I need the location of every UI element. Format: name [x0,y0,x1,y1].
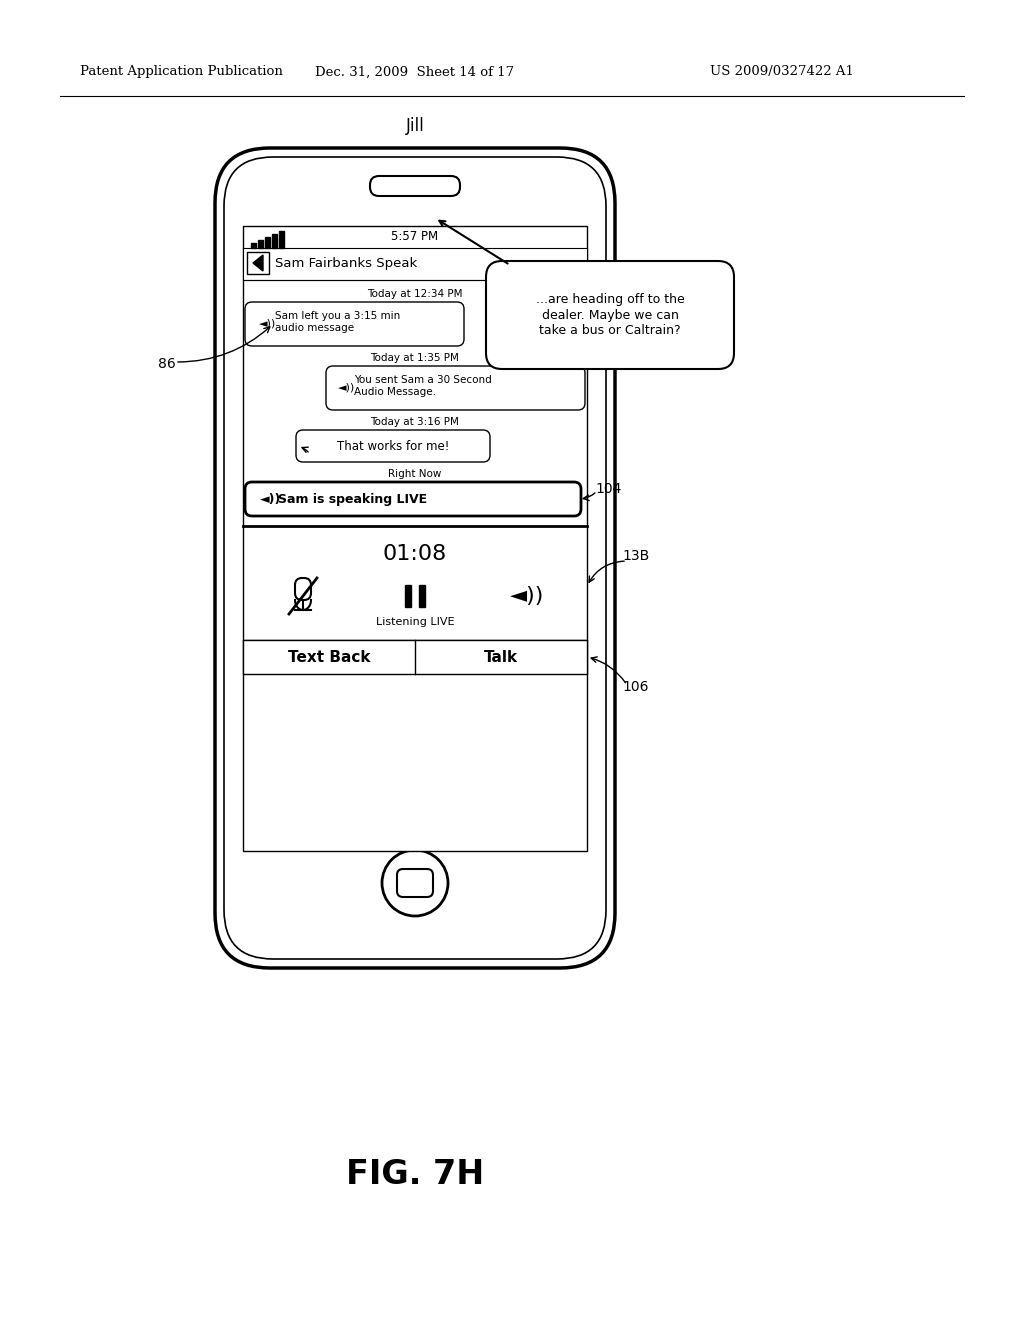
FancyBboxPatch shape [295,578,311,601]
FancyBboxPatch shape [245,302,464,346]
Bar [279,231,284,248]
Bar [419,585,425,607]
Text: FIG. 7H: FIG. 7H [346,1159,484,1192]
FancyBboxPatch shape [370,176,460,195]
Text: 86: 86 [158,356,176,371]
FancyBboxPatch shape [397,869,433,898]
Text: Sam Fairbanks Speak: Sam Fairbanks Speak [275,257,417,271]
Bar [265,238,270,248]
Ellipse shape [382,850,449,916]
Text: 84: 84 [296,449,313,463]
Text: 5:57 PM: 5:57 PM [391,231,438,243]
Text: That works for me!: That works for me! [337,440,450,453]
Text: Talk: Talk [484,649,518,664]
Text: Dec. 31, 2009  Sheet 14 of 17: Dec. 31, 2009 Sheet 14 of 17 [315,66,515,78]
Bar [247,252,269,275]
Text: Today at 1:35 PM: Today at 1:35 PM [371,352,460,363]
Text: Jill: Jill [406,117,424,135]
Bar [272,234,278,248]
Text: 106: 106 [622,680,648,694]
Text: 13B: 13B [622,549,649,564]
Text: Sam is speaking LIVE: Sam is speaking LIVE [278,492,427,506]
Text: Listening LIVE: Listening LIVE [376,616,455,627]
Polygon shape [253,255,263,271]
Text: US 2009/0327422 A1: US 2009/0327422 A1 [710,66,854,78]
Text: 01:08: 01:08 [383,544,447,564]
FancyBboxPatch shape [224,157,606,960]
FancyBboxPatch shape [215,148,615,968]
FancyBboxPatch shape [296,430,490,462]
Bar [258,240,263,248]
Bar [243,226,587,851]
Text: 104: 104 [595,482,622,496]
Text: Today at 12:34 PM: Today at 12:34 PM [368,289,463,300]
FancyBboxPatch shape [486,261,734,370]
Bar [406,585,411,607]
Text: ...are heading off to the
dealer. Maybe we can
take a bus or Caltrain?: ...are heading off to the dealer. Maybe … [536,293,684,337]
FancyBboxPatch shape [245,482,581,516]
Text: ◄)): ◄)) [510,586,544,606]
Text: Right Now: Right Now [388,469,441,479]
Text: ◄)): ◄)) [260,492,282,506]
Bar [243,640,587,675]
Text: Sam left you a 3:15 min
audio message: Sam left you a 3:15 min audio message [275,312,400,333]
Bar [251,243,256,248]
Text: Today at 3:16 PM: Today at 3:16 PM [371,417,460,426]
Bar [243,248,587,280]
Text: ◄)): ◄)) [338,383,355,393]
Text: Text Back: Text Back [288,649,371,664]
FancyBboxPatch shape [326,366,585,411]
Text: You sent Sam a 30 Second
Audio Message.: You sent Sam a 30 Second Audio Message. [354,375,492,396]
Text: ◄)): ◄)) [259,319,276,329]
Text: Patent Application Publication: Patent Application Publication [80,66,283,78]
